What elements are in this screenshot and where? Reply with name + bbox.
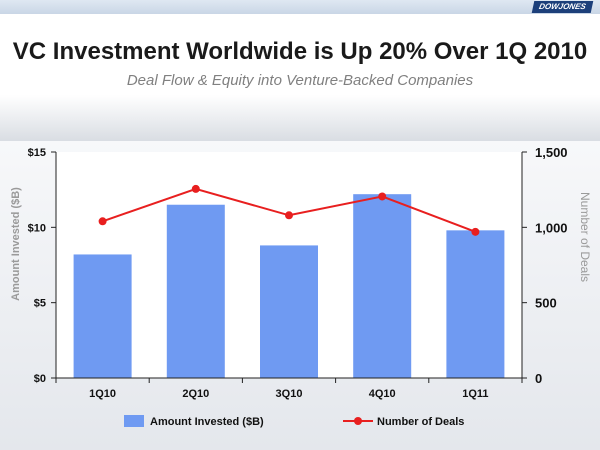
x-tick-label: 3Q10 — [276, 388, 303, 400]
y2-tick-label: 500 — [535, 296, 557, 311]
bar-2Q10 — [166, 204, 225, 378]
bar-1Q11 — [446, 230, 505, 378]
legend-swatch-amount — [124, 415, 144, 427]
x-tick-label: 1Q11 — [462, 388, 488, 400]
page-subtitle: Deal Flow & Equity into Venture-Backed C… — [126, 72, 474, 89]
axes — [51, 151, 527, 383]
tick-labels: $0 $5 $10 $15 0 500 1,000 1,500 1Q10 2Q10 3Q10 4Q10… — [28, 145, 568, 400]
y2-axis-label: Number of Deals — [578, 192, 592, 282]
x-tick-label: 1Q10 — [89, 388, 116, 400]
bar-3Q10 — [260, 245, 318, 378]
deals-point-3Q10 — [285, 211, 293, 220]
legend-label-deals: Number of Deals — [377, 416, 464, 428]
legend: Amount Invested ($B) Number of Deals — [124, 415, 464, 428]
deals-point-2Q10 — [191, 184, 200, 193]
legend-marker-deals — [354, 417, 362, 425]
deals-point-1Q10 — [98, 217, 107, 226]
deals-point-4Q10 — [378, 192, 387, 201]
y-tick-label: $10 — [28, 222, 46, 234]
legend-label-amount: Amount Invested ($B) — [150, 416, 264, 428]
y2-tick-label: 1,000 — [535, 220, 568, 235]
page-title: VC Investment Worldwide is Up 20% Over 1… — [12, 38, 588, 65]
x-tick-label: 4Q10 — [369, 388, 396, 400]
line-series — [98, 184, 480, 236]
y-tick-label: $5 — [34, 298, 46, 310]
deals-point-1Q11 — [471, 227, 480, 236]
top-band — [0, 0, 600, 14]
y-axis-label: Amount Invested ($B) — [10, 187, 22, 301]
y-tick-label: $15 — [28, 147, 46, 159]
header-gradient-band — [0, 95, 600, 141]
bar-series — [56, 152, 522, 378]
bar-4Q10 — [353, 194, 412, 378]
x-tick-label: 2Q10 — [182, 388, 209, 400]
y2-tick-label: 1,500 — [535, 145, 568, 160]
bar-1Q10 — [73, 254, 132, 378]
y2-tick-label: 0 — [535, 371, 542, 386]
y-tick-label: $0 — [34, 373, 46, 385]
